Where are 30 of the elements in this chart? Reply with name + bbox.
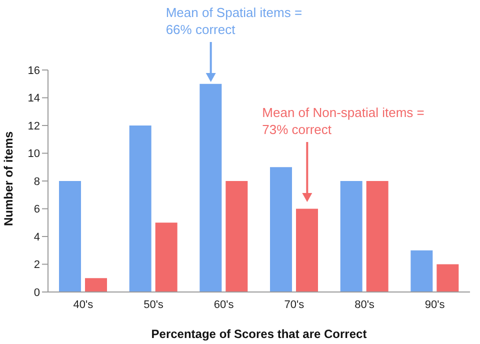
bar <box>270 167 292 292</box>
x-tick-label: 50's <box>144 298 164 311</box>
y-tick-label: 8 <box>34 176 40 188</box>
x-tick-label: 60's <box>214 298 234 311</box>
annotation: Mean of Non-spatial items = 73% correct <box>262 104 426 138</box>
x-axis-title: Percentage of Scores that are Correct <box>151 327 367 341</box>
y-tick-label: 2 <box>34 259 40 272</box>
y-tick-label: 16 <box>28 64 40 77</box>
x-tick-label: 90's <box>424 298 446 311</box>
bar <box>226 181 248 292</box>
bar <box>366 181 388 292</box>
y-tick-label: 6 <box>34 204 40 216</box>
y-axis-title: Number of items <box>1 130 16 226</box>
text: Mean of Spatial items = 66% correct <box>166 4 304 38</box>
x-tick-label: 80's <box>354 298 375 311</box>
y-tick-label: 4 <box>34 231 40 244</box>
bar <box>129 126 152 292</box>
bar <box>59 181 81 292</box>
bar <box>410 250 433 292</box>
bar <box>436 264 459 292</box>
y-tick-label: 12 <box>28 120 40 132</box>
y-tick-label: 0 <box>34 286 40 299</box>
bar <box>340 181 362 292</box>
x-tick-label: 70's <box>284 298 305 311</box>
bar <box>155 222 178 292</box>
y-tick-label: 10 <box>28 148 40 160</box>
x-tick-label: 40's <box>73 298 94 311</box>
bar <box>296 208 318 292</box>
y-tick-label: 14 <box>28 92 40 105</box>
bar <box>85 278 107 292</box>
